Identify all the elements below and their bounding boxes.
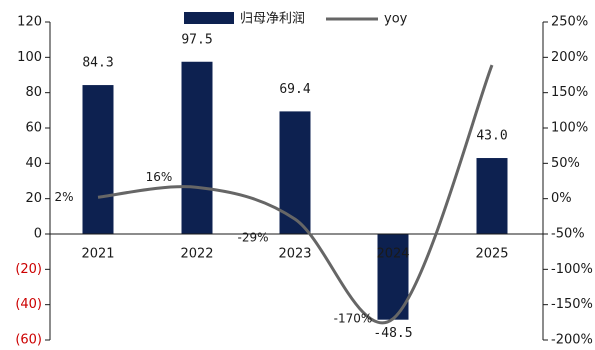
- left-tick-label: 40: [25, 156, 42, 171]
- left-tick-label: 20: [25, 191, 42, 206]
- left-tick-label: (20): [15, 262, 42, 277]
- right-tick-label: -200%: [551, 333, 593, 348]
- bar-series: [82, 61, 508, 320]
- category-label-2022: 2022: [180, 247, 213, 262]
- bar-value-label-2023: 69.4: [279, 82, 310, 97]
- yoy-value-label-2022: 16%: [146, 170, 173, 184]
- right-tick-label: 200%: [551, 50, 588, 65]
- bar-value-label-2022: 97.5: [181, 32, 212, 47]
- right-tick-label: -50%: [551, 227, 585, 242]
- yoy-value-label-2021: 2%: [54, 190, 73, 204]
- right-tick-label: -100%: [551, 262, 593, 277]
- category-label-2021: 2021: [81, 247, 114, 262]
- yoy-value-labels: 2%16%-29%-170%189%: [54, 170, 373, 325]
- yoy-value-label-2024: -170%: [334, 311, 373, 325]
- right-tick-label: 150%: [551, 85, 588, 100]
- left-tick-label: (40): [15, 297, 42, 312]
- yoy-value-label-2023: -29%: [237, 231, 268, 245]
- left-tick-label: 120: [17, 15, 42, 30]
- left-tick-label: 0: [34, 227, 42, 242]
- left-tick-label: 60: [25, 121, 42, 136]
- left-tick-label: 80: [25, 85, 42, 100]
- category-label-2023: 2023: [278, 247, 311, 262]
- bar-2022: [181, 61, 213, 234]
- right-tick-label: 50%: [551, 156, 580, 171]
- category-label-2025: 2025: [475, 247, 508, 262]
- chart-legend: 归母净利润 yoy: [184, 12, 408, 27]
- legend-label-line: yoy: [384, 12, 408, 27]
- category-label-2024: 2024: [376, 247, 409, 262]
- left-tick-label: 100: [17, 50, 42, 65]
- bar-value-label-2021: 84.3: [82, 56, 113, 71]
- bar-value-labels: 84.3 97.5 69.4 -48.5 43.0: [82, 32, 507, 341]
- right-tick-label: 0%: [551, 191, 572, 206]
- right-tick-label: -150%: [551, 297, 593, 312]
- right-tick-label: 100%: [551, 121, 588, 136]
- yoy-series-line: [97, 64, 494, 325]
- legend-label-bars: 归母净利润: [240, 12, 305, 27]
- right-tick-label: 250%: [551, 15, 588, 30]
- legend-swatch-bars: [184, 12, 234, 24]
- bar-2023: [279, 111, 311, 234]
- right-axis-ticks: 250% 200% 150% 100% 50% 0% -50% -100% -150% -200%: [543, 15, 593, 348]
- category-labels: 2021 2022 2023 2024 2025: [81, 247, 508, 262]
- left-tick-label: (60): [15, 333, 42, 348]
- bar-2025: [476, 158, 508, 234]
- bar-2021: [82, 85, 114, 234]
- left-axis-ticks: 120 100 80 60 40 20 0 (20) (40) (60): [15, 15, 50, 348]
- bar-value-label-2024: -48.5: [373, 326, 412, 341]
- bar-value-label-2025: 43.0: [476, 129, 507, 144]
